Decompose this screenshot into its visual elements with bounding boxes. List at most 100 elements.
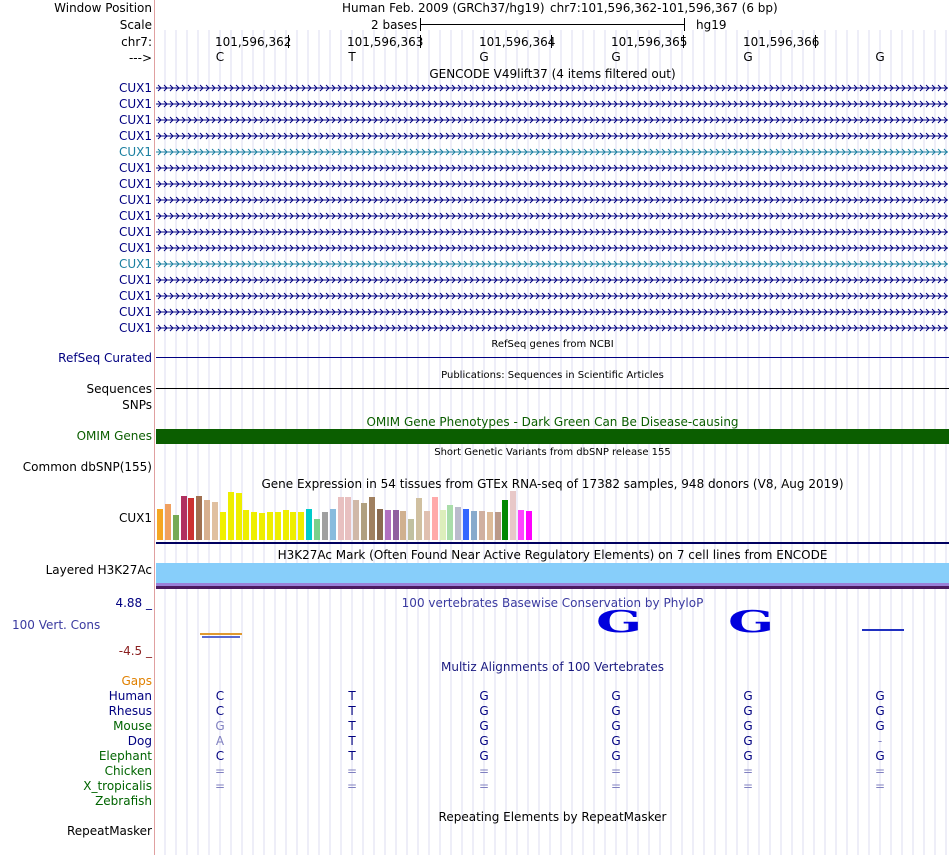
multiz-species-label[interactable]: Rhesus bbox=[108, 704, 152, 718]
gencode-gene-label[interactable]: CUX1 bbox=[118, 81, 152, 95]
gencode-transcript[interactable] bbox=[156, 243, 948, 253]
gtex-tissue-bar[interactable] bbox=[423, 511, 430, 540]
gtex-tissue-bar[interactable] bbox=[164, 504, 171, 540]
gencode-gene-label[interactable]: CUX1 bbox=[118, 161, 152, 175]
gencode-transcript[interactable] bbox=[156, 323, 948, 333]
gtex-tissue-bar[interactable] bbox=[384, 510, 391, 540]
gtex-tissue-bar[interactable] bbox=[314, 519, 320, 540]
gtex-tissue-bar[interactable] bbox=[157, 509, 163, 540]
gtex-tissue-bar[interactable] bbox=[321, 512, 328, 540]
pubs-sequence-line[interactable] bbox=[156, 388, 949, 389]
gtex-tissue-bar[interactable] bbox=[243, 510, 250, 540]
gtex-tissue-bar[interactable] bbox=[266, 512, 273, 540]
gtex-tissue-bar[interactable] bbox=[211, 502, 218, 540]
gtex-tissue-bar[interactable] bbox=[274, 512, 281, 540]
gencode-gene-label[interactable]: CUX1 bbox=[118, 129, 152, 143]
gencode-gene-label[interactable]: CUX1 bbox=[118, 273, 152, 287]
gtex-gene-label[interactable]: CUX1 bbox=[118, 511, 152, 525]
gtex-tissue-bar[interactable] bbox=[337, 497, 344, 540]
dbsnp-track-label[interactable]: Common dbSNP(155) bbox=[22, 460, 152, 474]
gtex-tissue-bar[interactable] bbox=[282, 510, 289, 540]
gtex-tissue-bar[interactable] bbox=[306, 509, 313, 540]
gtex-tissue-bar[interactable] bbox=[235, 493, 242, 540]
omim-track-label[interactable]: OMIM Genes bbox=[76, 429, 152, 443]
gtex-tissue-bar[interactable] bbox=[172, 515, 179, 540]
multiz-species-label[interactable]: Zebrafish bbox=[95, 794, 152, 808]
gtex-tissue-bar[interactable] bbox=[392, 510, 399, 540]
gtex-tissue-bar[interactable] bbox=[259, 513, 266, 540]
gtex-tissue-bar[interactable] bbox=[298, 512, 305, 540]
gencode-gene-label[interactable]: CUX1 bbox=[118, 305, 152, 319]
gtex-tissue-bar[interactable] bbox=[525, 511, 532, 540]
gtex-tissue-bar[interactable] bbox=[455, 507, 462, 540]
gencode-transcript[interactable] bbox=[156, 227, 948, 237]
multiz-species-label[interactable]: Human bbox=[108, 689, 152, 703]
gtex-tissue-bar[interactable] bbox=[510, 491, 517, 540]
gencode-gene-label[interactable]: CUX1 bbox=[118, 113, 152, 127]
gtex-tissue-bar[interactable] bbox=[329, 509, 336, 540]
gencode-gene-label[interactable]: CUX1 bbox=[118, 257, 152, 271]
gencode-transcript[interactable] bbox=[156, 275, 948, 285]
multiz-species-label[interactable]: Dog bbox=[127, 734, 152, 748]
gtex-tissue-bar[interactable] bbox=[180, 496, 187, 540]
gtex-tissue-bar[interactable] bbox=[416, 498, 423, 540]
gencode-gene-label[interactable]: CUX1 bbox=[118, 177, 152, 191]
multiz-species-label[interactable]: Mouse bbox=[113, 719, 152, 733]
phylop-track-label[interactable]: 100 Vert. Cons bbox=[12, 618, 101, 632]
gtex-tissue-bar[interactable] bbox=[227, 492, 234, 540]
gencode-transcript[interactable] bbox=[156, 99, 948, 109]
refseq-track-label[interactable]: RefSeq Curated bbox=[58, 351, 152, 365]
gencode-transcript[interactable] bbox=[156, 195, 948, 205]
gencode-transcript[interactable] bbox=[156, 291, 948, 301]
multiz-species-label[interactable]: Chicken bbox=[104, 764, 152, 778]
gtex-tissue-bar[interactable] bbox=[431, 497, 438, 540]
h3k27ac-signal-light[interactable] bbox=[156, 563, 949, 583]
multiz-species-label[interactable]: X_tropicalis bbox=[83, 779, 152, 793]
refseq-gene-line[interactable] bbox=[156, 357, 949, 358]
gencode-gene-label[interactable]: CUX1 bbox=[118, 289, 152, 303]
gtex-tissue-bar[interactable] bbox=[463, 509, 470, 540]
gtex-tissue-bar[interactable] bbox=[345, 497, 352, 540]
gtex-tissue-bar[interactable] bbox=[400, 511, 407, 540]
gtex-tissue-bar[interactable] bbox=[447, 505, 454, 540]
gtex-tissue-bar[interactable] bbox=[494, 512, 501, 540]
gencode-transcript[interactable] bbox=[156, 83, 948, 93]
gencode-transcript[interactable] bbox=[156, 147, 948, 157]
gencode-transcript[interactable] bbox=[156, 211, 948, 221]
gencode-transcript[interactable] bbox=[156, 307, 948, 317]
gtex-tissue-bar[interactable] bbox=[204, 500, 211, 540]
gtex-tissue-bar[interactable] bbox=[219, 512, 226, 540]
gtex-tissue-bar[interactable] bbox=[502, 500, 509, 540]
gtex-tissue-bar[interactable] bbox=[251, 512, 258, 540]
gencode-gene-label[interactable]: CUX1 bbox=[118, 225, 152, 239]
gtex-tissue-bar[interactable] bbox=[439, 510, 446, 540]
repeatmasker-track-label[interactable]: RepeatMasker bbox=[66, 824, 152, 838]
gtex-tissue-bar[interactable] bbox=[361, 503, 368, 540]
gencode-gene-label[interactable]: CUX1 bbox=[118, 97, 152, 111]
gencode-gene-label[interactable]: CUX1 bbox=[118, 209, 152, 223]
gtex-tissue-bar[interactable] bbox=[196, 496, 203, 540]
omim-gene-bar[interactable] bbox=[156, 429, 949, 444]
h3k27ac-track-label[interactable]: Layered H3K27Ac bbox=[45, 563, 152, 577]
gtex-tissue-bar[interactable] bbox=[471, 511, 477, 540]
gtex-tissue-bar[interactable] bbox=[518, 510, 525, 540]
gtex-tissue-bar[interactable] bbox=[408, 519, 415, 540]
gtex-tissue-bar[interactable] bbox=[188, 498, 195, 540]
gencode-gene-label[interactable]: CUX1 bbox=[118, 321, 152, 335]
gencode-transcript[interactable] bbox=[156, 259, 948, 269]
gencode-gene-label[interactable]: CUX1 bbox=[118, 145, 152, 159]
gencode-transcript[interactable] bbox=[156, 131, 948, 141]
gencode-gene-label[interactable]: CUX1 bbox=[118, 241, 152, 255]
gtex-tissue-bar[interactable] bbox=[353, 500, 360, 540]
gtex-tissue-bar[interactable] bbox=[486, 512, 493, 540]
gtex-tissue-bar[interactable] bbox=[368, 497, 375, 540]
pubs-track-label[interactable]: Sequences bbox=[86, 382, 152, 396]
gtex-tissue-bar[interactable] bbox=[290, 512, 297, 540]
gtex-tissue-bar[interactable] bbox=[478, 511, 485, 540]
multiz-species-label[interactable]: Elephant bbox=[98, 749, 152, 763]
gencode-transcript[interactable] bbox=[156, 115, 948, 125]
gencode-gene-label[interactable]: CUX1 bbox=[118, 193, 152, 207]
gencode-transcript[interactable] bbox=[156, 179, 948, 189]
gencode-transcript[interactable] bbox=[156, 163, 948, 173]
